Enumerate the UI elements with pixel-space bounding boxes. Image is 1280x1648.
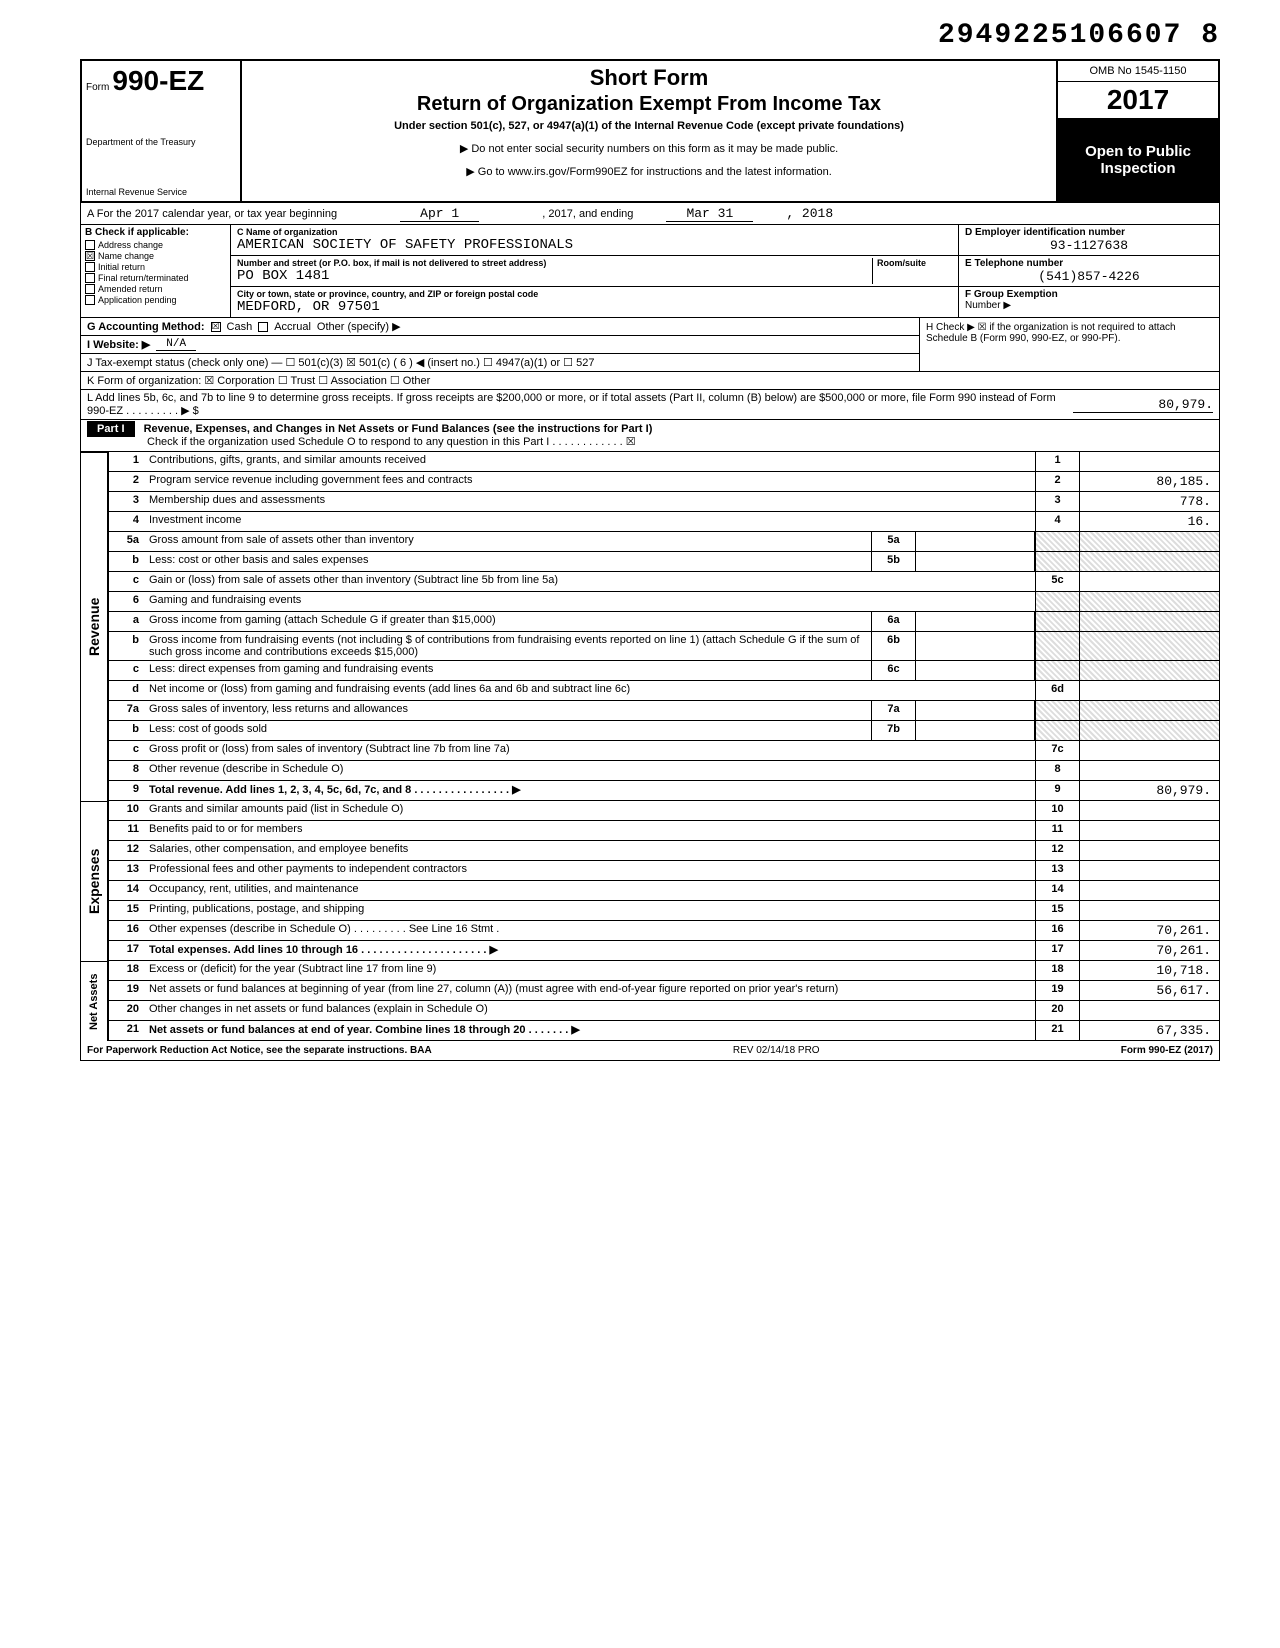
line-12: 12Salaries, other compensation, and empl… [109, 841, 1219, 861]
header-left: Form 990-EZ Department of the Treasury I… [82, 61, 242, 201]
part-1-schedule-o: Check if the organization used Schedule … [147, 435, 1213, 448]
checkbox-initial-return[interactable]: Initial return [85, 262, 226, 272]
city-label: City or town, state or province, country… [237, 289, 952, 299]
dept-treasury: Department of the Treasury [86, 137, 236, 147]
checkbox-final-return-terminated[interactable]: Final return/terminated [85, 273, 226, 283]
identity-grid: B Check if applicable: Address change☒Na… [80, 225, 1220, 318]
line-9: 9Total revenue. Add lines 1, 2, 3, 4, 5c… [109, 781, 1219, 801]
netassets-table: 18Excess or (deficit) for the year (Subt… [108, 961, 1220, 1041]
org-name-label: C Name of organization [237, 227, 952, 237]
col-c-org: C Name of organization AMERICAN SOCIETY … [231, 225, 959, 317]
line-2: 2Program service revenue including gover… [109, 472, 1219, 492]
line-4: 4Investment income416. [109, 512, 1219, 532]
accrual-checkbox[interactable] [258, 322, 268, 332]
line-b: bLess: cost of goods sold7b [109, 721, 1219, 741]
phone-label: E Telephone number [965, 258, 1213, 269]
line-21: 21Net assets or fund balances at end of … [109, 1021, 1219, 1041]
line-a: aGross income from gaming (attach Schedu… [109, 612, 1219, 632]
line-g: G Accounting Method: ☒Cash Accrual Other… [80, 318, 920, 336]
gross-receipts: 80,979. [1073, 397, 1213, 413]
expenses-side-label: Expenses [80, 801, 108, 961]
end-month: Mar 31 [666, 206, 753, 222]
line-17: 17Total expenses. Add lines 10 through 1… [109, 941, 1219, 961]
website: N/A [156, 338, 196, 351]
row-a-tax-year: A For the 2017 calendar year, or tax yea… [80, 203, 1220, 225]
line-l: L Add lines 5b, 6c, and 7b to line 9 to … [80, 390, 1220, 420]
paperwork-notice: For Paperwork Reduction Act Notice, see … [87, 1045, 432, 1056]
line-d: dNet income or (loss) from gaming and fu… [109, 681, 1219, 701]
group-exemption-label: F Group Exemption [965, 289, 1213, 300]
form-ref: Form 990-EZ (2017) [1121, 1045, 1213, 1056]
checkbox-address-change[interactable]: Address change [85, 240, 226, 250]
header-center: Short Form Return of Organization Exempt… [242, 61, 1058, 201]
checkbox-name-change[interactable]: ☒Name change [85, 251, 226, 261]
form-label: Form [86, 82, 109, 93]
omb-number: OMB No 1545-1150 [1058, 61, 1218, 82]
line-13: 13Professional fees and other payments t… [109, 861, 1219, 881]
ein-label: D Employer identification number [965, 227, 1213, 238]
title-return: Return of Organization Exempt From Incom… [250, 93, 1048, 116]
checkbox-application-pending[interactable]: Application pending [85, 295, 226, 305]
ssn-warning: ▶ Do not enter social security numbers o… [250, 142, 1048, 155]
line-5a: 5aGross amount from sale of assets other… [109, 532, 1219, 552]
revenue-side-label: Revenue [80, 452, 108, 801]
phone: (541)857-4226 [965, 269, 1213, 284]
line-i: I Website: ▶ N/A [80, 336, 920, 354]
room-label: Room/suite [877, 258, 952, 268]
col-right: D Employer identification number 93-1127… [959, 225, 1219, 317]
title-short-form: Short Form [250, 65, 1048, 91]
line-19: 19Net assets or fund balances at beginni… [109, 981, 1219, 1001]
expenses-table: 10Grants and similar amounts paid (list … [108, 801, 1220, 961]
line-3: 3Membership dues and assessments3778. [109, 492, 1219, 512]
line-c: cGain or (loss) from sale of assets othe… [109, 572, 1219, 592]
form-number: 990-EZ [112, 65, 204, 96]
part-1-header: Part I Revenue, Expenses, and Changes in… [80, 420, 1220, 452]
line-b: bLess: cost or other basis and sales exp… [109, 552, 1219, 572]
line-16: 16Other expenses (describe in Schedule O… [109, 921, 1219, 941]
line-15: 15Printing, publications, postage, and s… [109, 901, 1219, 921]
col-b-header: B Check if applicable: [85, 227, 226, 238]
rev-date: REV 02/14/18 PRO [733, 1045, 820, 1056]
col-b-checkboxes: B Check if applicable: Address change☒Na… [81, 225, 231, 317]
line-c: cLess: direct expenses from gaming and f… [109, 661, 1219, 681]
city: MEDFORD, OR 97501 [237, 299, 952, 315]
line-h: H Check ▶ ☒ if the organization is not r… [920, 318, 1220, 372]
revenue-table: 1Contributions, gifts, grants, and simil… [108, 452, 1220, 801]
group-exemption-number: Number ▶ [965, 300, 1213, 311]
line-8: 8Other revenue (describe in Schedule O)8 [109, 761, 1219, 781]
ein: 93-1127638 [965, 238, 1213, 253]
address: PO BOX 1481 [237, 268, 872, 284]
line-14: 14Occupancy, rent, utilities, and mainte… [109, 881, 1219, 901]
form-header: Form 990-EZ Department of the Treasury I… [80, 59, 1220, 203]
end-year: , 2018 [786, 206, 833, 221]
open-to-public: Open to PublicInspection [1058, 119, 1218, 201]
netassets-side-label: Net Assets [80, 961, 108, 1041]
line-k: K Form of organization: ☒ Corporation ☐ … [80, 372, 1220, 390]
tax-year: 2017 [1058, 82, 1218, 119]
line-1: 1Contributions, gifts, grants, and simil… [109, 452, 1219, 472]
line-18: 18Excess or (deficit) for the year (Subt… [109, 961, 1219, 981]
dept-irs: Internal Revenue Service [86, 187, 236, 197]
begin-date: Apr 1 [400, 206, 479, 222]
subtitle: Under section 501(c), 527, or 4947(a)(1)… [250, 120, 1048, 132]
line-c: cGross profit or (loss) from sales of in… [109, 741, 1219, 761]
line-j: J Tax-exempt status (check only one) — ☐… [80, 354, 920, 372]
part-1-badge: Part I [87, 421, 135, 437]
line-10: 10Grants and similar amounts paid (list … [109, 801, 1219, 821]
address-label: Number and street (or P.O. box, if mail … [237, 258, 872, 268]
org-name: AMERICAN SOCIETY OF SAFETY PROFESSIONALS [237, 237, 952, 253]
form-footer: For Paperwork Reduction Act Notice, see … [80, 1041, 1220, 1061]
line-20: 20Other changes in net assets or fund ba… [109, 1001, 1219, 1021]
document-locator-number: 2949225106607 8 [80, 20, 1220, 51]
url-note: ▶ Go to www.irs.gov/Form990EZ for instru… [250, 165, 1048, 178]
line-6: 6Gaming and fundraising events [109, 592, 1219, 612]
line-7a: 7aGross sales of inventory, less returns… [109, 701, 1219, 721]
cash-checkbox[interactable]: ☒ [211, 322, 221, 332]
line-b: bGross income from fundraising events (n… [109, 632, 1219, 661]
line-11: 11Benefits paid to or for members11 [109, 821, 1219, 841]
header-right: OMB No 1545-1150 2017 Open to PublicInsp… [1058, 61, 1218, 201]
checkbox-amended-return[interactable]: Amended return [85, 284, 226, 294]
